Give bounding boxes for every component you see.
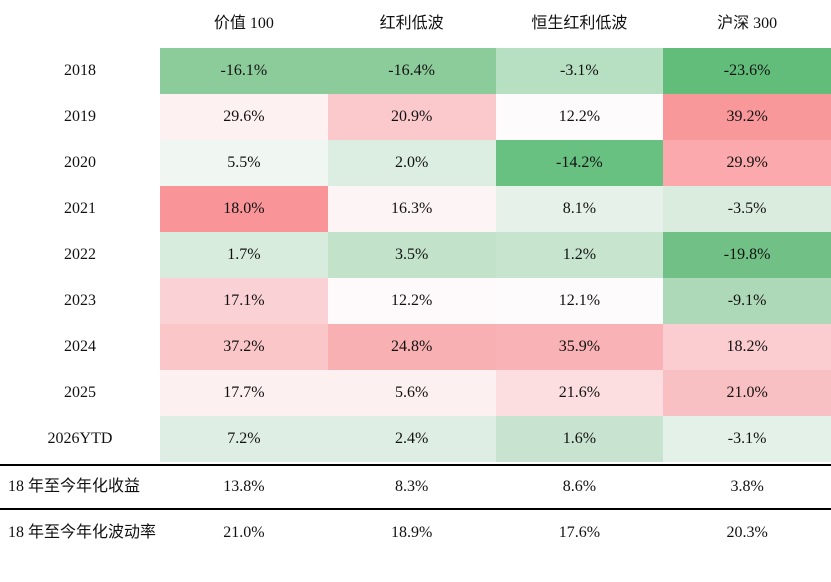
heatmap-cell: -19.8% <box>663 232 831 278</box>
summary-row-annualized-volatility: 18 年至今年化波动率 21.0% 18.9% 17.6% 20.3% <box>0 510 831 556</box>
heatmap-cell: 20.9% <box>327 94 496 140</box>
heatmap-cell: -16.1% <box>160 48 328 94</box>
row-label-year: 2019 <box>0 94 160 140</box>
column-header-jiazhi100: 价值 100 <box>213 15 274 32</box>
heatmap-cell: 35.9% <box>495 324 664 370</box>
heatmap-cell: 24.8% <box>327 324 496 370</box>
table-row: 2026YTD 7.2% 2.4% 1.6% -3.1% <box>0 416 831 462</box>
summary-row-label: 18 年至今年化收益 <box>8 478 141 495</box>
heatmap-cell: 18.0% <box>160 186 328 232</box>
heatmap-cell: 3.5% <box>327 232 496 278</box>
column-header-hongli-dibo: 红利低波 <box>379 15 444 32</box>
row-label-year: 2024 <box>0 324 160 370</box>
heatmap-cell: 7.2% <box>160 416 328 462</box>
column-header-hushen300: 沪深 300 <box>717 15 778 32</box>
summary-value: 3.8% <box>730 478 764 495</box>
heatmap-cell: 37.2% <box>160 324 328 370</box>
heatmap-cell: 1.7% <box>160 232 328 278</box>
row-label-year: 2018 <box>0 48 160 94</box>
heatmap-cell: -3.1% <box>495 48 664 94</box>
heatmap-cell: 29.9% <box>663 140 831 186</box>
summary-divider-middle <box>0 508 831 510</box>
summary-value: 20.3% <box>726 524 768 541</box>
column-header-hengsheng-hongli-dibo: 恒生红利低波 <box>531 15 628 32</box>
row-label-year: 2020 <box>0 140 160 186</box>
heatmap-cell: 17.1% <box>160 278 328 324</box>
table-row: 2020 5.5% 2.0% -14.2% 29.9% <box>0 140 831 186</box>
heatmap-cell: 1.6% <box>495 416 664 462</box>
heatmap-cell: 21.0% <box>663 370 831 416</box>
summary-value: 17.6% <box>558 524 601 541</box>
heatmap-cell: 12.2% <box>327 278 496 324</box>
heatmap-cell: -23.6% <box>663 48 831 94</box>
heatmap-cell: -9.1% <box>663 278 831 324</box>
row-label-year: 2023 <box>0 278 160 324</box>
heatmap-cell: 17.7% <box>160 370 328 416</box>
row-label-year: 2025 <box>0 370 160 416</box>
heatmap-cell: 1.2% <box>495 232 664 278</box>
heatmap-cell: 2.4% <box>327 416 496 462</box>
heatmap-cell: -16.4% <box>327 48 496 94</box>
row-label-year: 2021 <box>0 186 160 232</box>
summary-row-label: 18 年至今年化波动率 <box>8 524 157 541</box>
table-row: 2018 -16.1% -16.4% -3.1% -23.6% <box>0 48 831 94</box>
summary-divider-top <box>0 464 831 466</box>
heatmap-cell: 21.6% <box>495 370 664 416</box>
heatmap-cell: 8.1% <box>495 186 664 232</box>
summary-row-annualized-return: 18 年至今年化收益 13.8% 8.3% 8.6% 3.8% <box>0 466 831 508</box>
table-row: 2023 17.1% 12.2% 12.1% -9.1% <box>0 278 831 324</box>
heatmap-cell: -14.2% <box>495 140 664 186</box>
heatmap-cell: 2.0% <box>327 140 496 186</box>
heatmap-cell: 16.3% <box>327 186 496 232</box>
summary-value: 8.3% <box>394 478 429 495</box>
summary-value: 8.6% <box>562 478 597 495</box>
heatmap-cell: 29.6% <box>160 94 328 140</box>
table-row: 2025 17.7% 5.6% 21.6% 21.0% <box>0 370 831 416</box>
heatmap-cell: 5.6% <box>327 370 496 416</box>
summary-value: 13.8% <box>223 478 265 495</box>
heatmap-body: 2018 -16.1% -16.4% -3.1% -23.6% 2019 29.6% 20.9… <box>0 48 831 462</box>
heatmap-cell: -3.5% <box>663 186 831 232</box>
heatmap-cell: 5.5% <box>160 140 328 186</box>
summary-value: 21.0% <box>223 524 265 541</box>
table-row: 2021 18.0% 16.3% 8.1% -3.5% <box>0 186 831 232</box>
table-row: 2019 29.6% 20.9% 12.2% 39.2% <box>0 94 831 140</box>
heatmap-cell: 18.2% <box>663 324 831 370</box>
summary-value: 18.9% <box>390 524 433 541</box>
corner-cell <box>0 0 160 48</box>
header-row: 价值 100 红利低波 恒生红利低波 沪深 300 <box>0 0 831 48</box>
row-label-year: 2026YTD <box>0 416 160 462</box>
table-row: 2024 37.2% 24.8% 35.9% 18.2% <box>0 324 831 370</box>
heatmap-cell: -3.1% <box>663 416 831 462</box>
row-label-year: 2022 <box>0 232 160 278</box>
heatmap-cell: 12.2% <box>495 94 664 140</box>
heatmap-cell: 39.2% <box>663 94 831 140</box>
heatmap-cell: 12.1% <box>495 278 664 324</box>
table-row: 2022 1.7% 3.5% 1.2% -19.8% <box>0 232 831 278</box>
returns-heatmap-table: 价值 100 红利低波 恒生红利低波 沪深 300 2018 -16.1% -16.… <box>0 0 831 556</box>
